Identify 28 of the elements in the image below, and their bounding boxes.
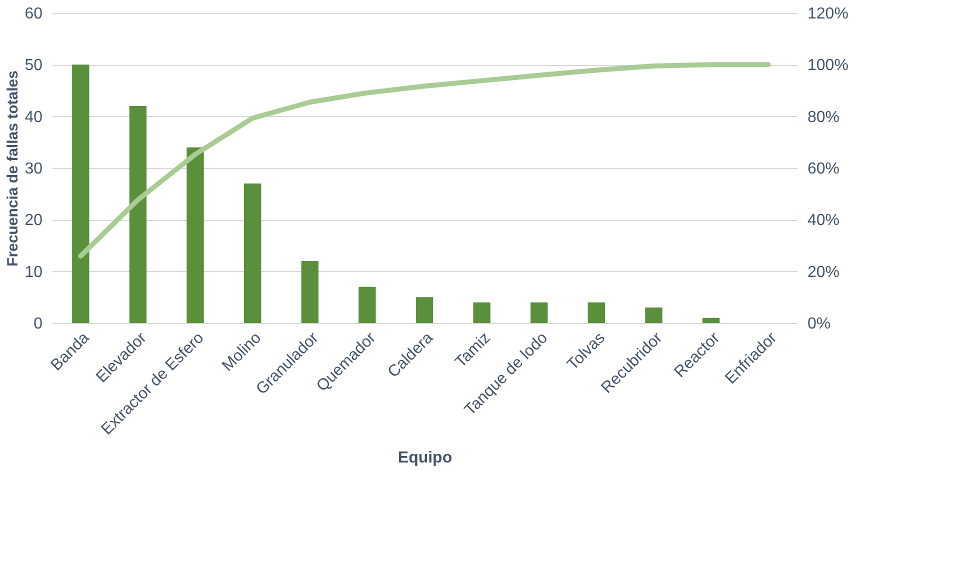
bar — [72, 64, 90, 323]
y-tick-label: 10 — [24, 264, 43, 281]
bar — [588, 302, 606, 323]
bar — [129, 106, 147, 323]
y2-tick-label: 80% — [808, 108, 840, 126]
y-tick-label: 20 — [24, 212, 43, 230]
bar — [645, 308, 662, 323]
bar — [244, 184, 262, 323]
y2-tick-label: 0% — [808, 316, 831, 332]
y-tick-label: 40 — [24, 108, 43, 126]
y2-tick-label: 20% — [808, 264, 840, 281]
y-tick-label: 60 — [24, 6, 43, 22]
y2-tick-label: 40% — [808, 212, 840, 230]
x-axis-title: Equipo — [398, 450, 452, 467]
bar — [416, 297, 434, 323]
bar — [530, 302, 548, 323]
y-tick-label: 50 — [24, 57, 43, 74]
bar — [702, 318, 720, 323]
bar — [358, 286, 376, 323]
y2-tick-label: 100% — [808, 57, 848, 74]
y-axis-title: Frecuencia de fallas totales — [4, 70, 22, 266]
bar — [301, 261, 318, 323]
y2-tick-label: 120% — [808, 6, 848, 22]
bar — [473, 302, 490, 323]
y2-tick-label: 60% — [808, 160, 840, 178]
y-tick-label: 0 — [34, 316, 43, 332]
y-tick-label: 30 — [24, 160, 43, 178]
bar — [186, 147, 204, 323]
